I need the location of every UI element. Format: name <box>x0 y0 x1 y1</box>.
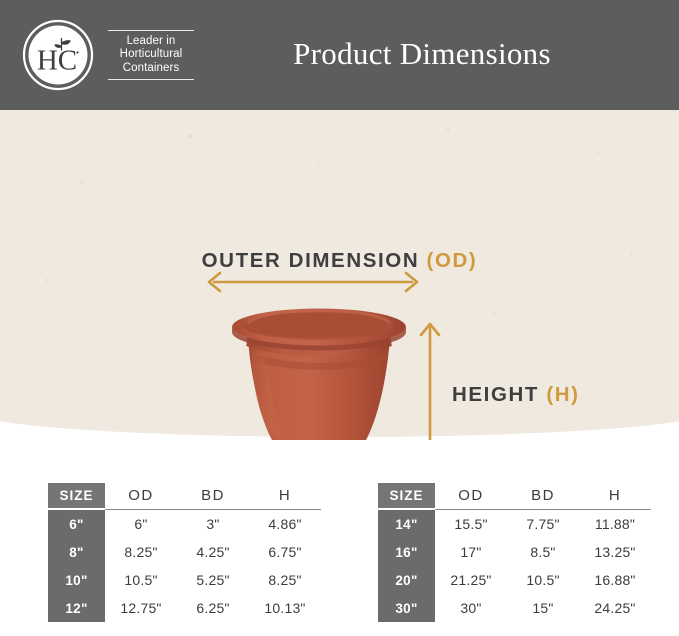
table-row: 14" 15.5" 7.75" 11.88" <box>378 509 651 538</box>
tagline-rule-top <box>108 29 194 31</box>
cell-size: 16" <box>378 538 435 566</box>
table-row: 8" 8.25" 4.25" 6.75" <box>48 538 321 566</box>
height-text: HEIGHT <box>452 383 547 406</box>
hc-circle-logo-icon: HC <box>20 17 96 93</box>
height-abbr: (H) <box>546 383 580 406</box>
size-table-right: SIZE OD BD H 14" 15.5" 7.75" 11.88" 16" … <box>378 483 651 622</box>
column-header-size: SIZE <box>48 483 105 510</box>
table-row: 12" 12.75" 6.25" 10.13" <box>48 594 321 622</box>
cell-h: 16.88" <box>594 572 636 588</box>
cell-h: 10.13" <box>264 600 306 616</box>
cell-bd: 8.5" <box>530 544 556 560</box>
cell-bd: 5.25" <box>196 572 230 588</box>
cell-od: 12.75" <box>120 600 162 616</box>
cell-od: 15.5" <box>454 515 488 532</box>
cell-od: 8.25" <box>124 544 158 560</box>
cell-size: 14" <box>378 509 435 538</box>
brand-tagline: Leader in Horticultural Containers <box>107 26 195 85</box>
table-row: 20" 21.25" 10.5" 16.88" <box>378 566 651 594</box>
cell-size: 6" <box>48 509 105 538</box>
size-table-left: SIZE OD BD H 6" 6" 3" 4.86" 8" 8.25" 4.2… <box>48 483 321 622</box>
column-header-size: SIZE <box>378 483 435 510</box>
column-header-od: OD <box>105 483 177 510</box>
size-table-right-grid: SIZE OD BD H 14" 15.5" 7.75" 11.88" 16" … <box>378 483 651 622</box>
brand-logo: HC Leader in Horticultural Containers <box>20 17 195 93</box>
cell-bd: 10.5" <box>526 572 560 588</box>
cell-size: 12" <box>48 594 105 622</box>
table-header-row: SIZE OD BD H <box>48 483 321 510</box>
cell-od: 6" <box>134 515 148 532</box>
column-header-h: H <box>579 483 651 510</box>
cell-bd: 3" <box>206 515 220 532</box>
height-label: HEIGHT (H) <box>452 383 580 407</box>
flower-pot-illustration <box>226 308 412 440</box>
cell-size: 8" <box>48 538 105 566</box>
table-row: 6" 6" 3" 4.86" <box>48 509 321 538</box>
cell-size: 10" <box>48 566 105 594</box>
tagline-line-1: Leader in <box>126 34 176 47</box>
outer-dimension-abbr: (OD) <box>426 249 478 272</box>
cell-h: 13.25" <box>594 544 636 560</box>
table-row: 16" 17" 8.5" 13.25" <box>378 538 651 566</box>
cell-bd: 7.75" <box>526 515 560 532</box>
table-header-row: SIZE OD BD H <box>378 483 651 510</box>
svg-text:HC: HC <box>37 45 77 77</box>
cell-h: 11.88" <box>594 515 636 532</box>
cell-h: 24.25" <box>594 600 636 616</box>
cell-od: 17" <box>460 544 482 560</box>
page-title: Product Dimensions <box>293 36 551 71</box>
diagram-panel: OUTER DIMENSION (OD) HEIGHT (H) BASE DIM… <box>0 110 679 440</box>
cell-od: 21.25" <box>450 572 492 588</box>
cell-od: 30" <box>460 600 482 616</box>
header-bar: HC Leader in Horticultural Containers Pr… <box>0 0 679 110</box>
table-row: 30" 30" 15" 24.25" <box>378 594 651 622</box>
cell-size: 20" <box>378 566 435 594</box>
cell-od: 10.5" <box>124 572 158 588</box>
outer-dimension-label: OUTER DIMENSION (OD) <box>0 249 679 273</box>
outer-dimension-text: OUTER DIMENSION <box>201 249 427 272</box>
table-row: 10" 10.5" 5.25" 8.25" <box>48 566 321 594</box>
cell-bd: 4.25" <box>196 544 230 560</box>
cell-bd: 6.25" <box>196 600 230 616</box>
column-header-bd: BD <box>177 483 249 510</box>
height-arrow-icon <box>419 322 441 440</box>
cell-h: 6.75" <box>268 544 302 560</box>
column-header-h: H <box>249 483 321 510</box>
size-table-left-grid: SIZE OD BD H 6" 6" 3" 4.86" 8" 8.25" 4.2… <box>48 483 321 622</box>
tagline-line-2: Horticultural <box>119 48 183 61</box>
column-header-bd: BD <box>507 483 579 510</box>
tagline-rule-bottom <box>108 79 194 81</box>
cell-bd: 15" <box>532 600 554 616</box>
tagline-line-3: Containers <box>122 61 180 74</box>
cell-h: 4.86" <box>268 515 302 532</box>
cell-size: 30" <box>378 594 435 622</box>
outer-dimension-arrow-icon <box>207 271 419 293</box>
column-header-od: OD <box>435 483 507 510</box>
cell-h: 8.25" <box>268 572 302 588</box>
